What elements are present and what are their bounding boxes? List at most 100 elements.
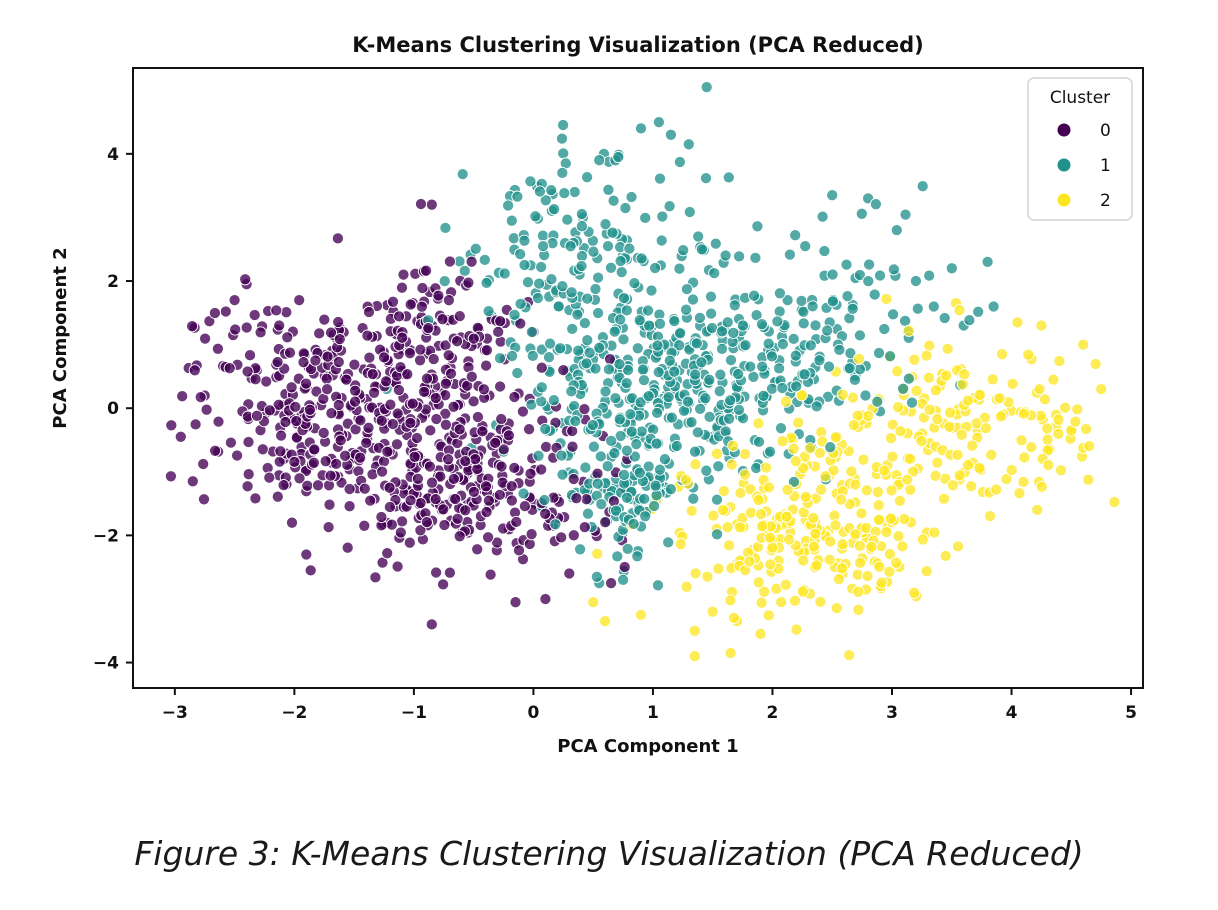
cluster-1-point: [508, 308, 521, 321]
cluster-2-point: [956, 378, 969, 391]
cluster-0-point: [443, 566, 456, 579]
cluster-0-point: [209, 444, 222, 457]
cluster-1-point: [710, 528, 724, 541]
cluster-1-point: [700, 464, 713, 477]
cluster-1-point: [533, 277, 546, 290]
cluster-0-point: [212, 415, 225, 428]
cluster-0-point: [453, 530, 466, 543]
cluster-2-point: [723, 539, 736, 552]
cluster-0-point: [459, 504, 472, 517]
cluster-1-point: [545, 273, 558, 286]
cluster-2-point: [836, 388, 849, 401]
cluster-0-point: [270, 304, 283, 317]
cluster-2-point: [908, 586, 921, 599]
cluster-1-point: [591, 477, 604, 490]
cluster-2-point: [904, 452, 917, 465]
cluster-0-point: [165, 419, 178, 432]
cluster-2-point: [775, 596, 788, 609]
cluster-0-point: [384, 398, 397, 411]
cluster-0-point: [471, 462, 484, 476]
cluster-2-point: [1006, 377, 1019, 390]
cluster-2-point: [953, 469, 966, 482]
cluster-0-point: [174, 430, 187, 443]
cluster-1-point: [668, 365, 681, 378]
cluster-2-point: [809, 527, 822, 540]
cluster-1-point: [556, 280, 569, 293]
cluster-0-point: [297, 356, 310, 369]
cluster-2-point: [846, 391, 859, 404]
cluster-0-point: [194, 391, 207, 404]
cluster-2-point: [852, 603, 865, 616]
cluster-0-point: [343, 500, 356, 513]
cluster-0-point: [523, 423, 536, 436]
cluster-1-point: [722, 171, 735, 184]
cluster-0-point: [467, 395, 480, 408]
cluster-2-point: [1089, 357, 1102, 371]
cluster-2-point: [961, 458, 975, 472]
cluster-0-point: [439, 418, 452, 431]
cluster-1-point: [692, 230, 705, 243]
cluster-1-point: [631, 550, 644, 563]
cluster-1-point: [686, 293, 700, 306]
cluster-2-point: [873, 513, 886, 526]
cluster-0-point: [348, 395, 362, 408]
cluster-0-point: [279, 415, 292, 429]
cluster-2-point: [1054, 464, 1068, 477]
cluster-2-point: [855, 507, 868, 520]
cluster-1-point: [750, 309, 763, 322]
legend-marker-0: [1056, 122, 1072, 138]
x-tick-label: −1: [401, 703, 427, 723]
cluster-0-point: [381, 547, 394, 560]
cluster-1-point: [887, 308, 900, 321]
cluster-2-point: [951, 448, 964, 461]
cluster-1-point: [683, 205, 696, 219]
plot-area: [132, 67, 1144, 689]
cluster-0-point: [482, 531, 495, 544]
x-tick-label: 3: [886, 703, 898, 723]
cluster-1-point: [652, 116, 665, 129]
cluster-1-point: [733, 250, 746, 263]
cluster-1-point: [619, 201, 632, 215]
cluster-1-point: [502, 199, 515, 212]
cluster-2-point: [814, 595, 827, 608]
cluster-1-point: [755, 318, 768, 331]
cluster-1-point: [789, 229, 802, 242]
cluster-0-point: [308, 443, 321, 456]
cluster-1-point: [656, 210, 669, 223]
cluster-1-point: [601, 460, 614, 473]
cluster-1-point: [618, 468, 631, 481]
cluster-0-point: [425, 618, 438, 631]
cluster-2-point: [688, 650, 701, 663]
cluster-1-point: [799, 240, 812, 253]
cluster-1-point: [651, 406, 664, 419]
cluster-1-point: [712, 460, 725, 473]
cluster-0-point: [300, 377, 313, 390]
cluster-0-point: [555, 531, 568, 544]
cluster-1-point: [649, 261, 662, 275]
cluster-1-point: [790, 380, 803, 393]
cluster-0-point: [322, 521, 335, 534]
cluster-2-point: [780, 510, 793, 523]
cluster-1-point: [556, 468, 569, 481]
cluster-1-point: [620, 377, 633, 390]
cluster-0-point: [567, 472, 580, 486]
cluster-0-point: [321, 383, 334, 396]
cluster-1-point: [795, 294, 808, 307]
cluster-2-point: [970, 417, 983, 430]
cluster-1-point: [599, 385, 612, 398]
cluster-1-point: [724, 354, 738, 367]
cluster-1-point: [663, 354, 676, 367]
cluster-0-point: [420, 516, 433, 529]
cluster-1-point: [506, 349, 519, 363]
cluster-0-point: [189, 418, 202, 431]
cluster-0-point: [476, 425, 489, 438]
cluster-2-point: [1015, 434, 1028, 447]
cluster-1-point: [700, 81, 713, 94]
cluster-0-point: [318, 313, 331, 326]
y-tick-label: −2: [93, 526, 119, 546]
cluster-1-point: [688, 445, 702, 458]
cluster-1-point: [624, 408, 637, 421]
cluster-0-point: [524, 467, 537, 480]
cluster-2-point: [724, 594, 737, 607]
cluster-1-point: [614, 254, 627, 268]
